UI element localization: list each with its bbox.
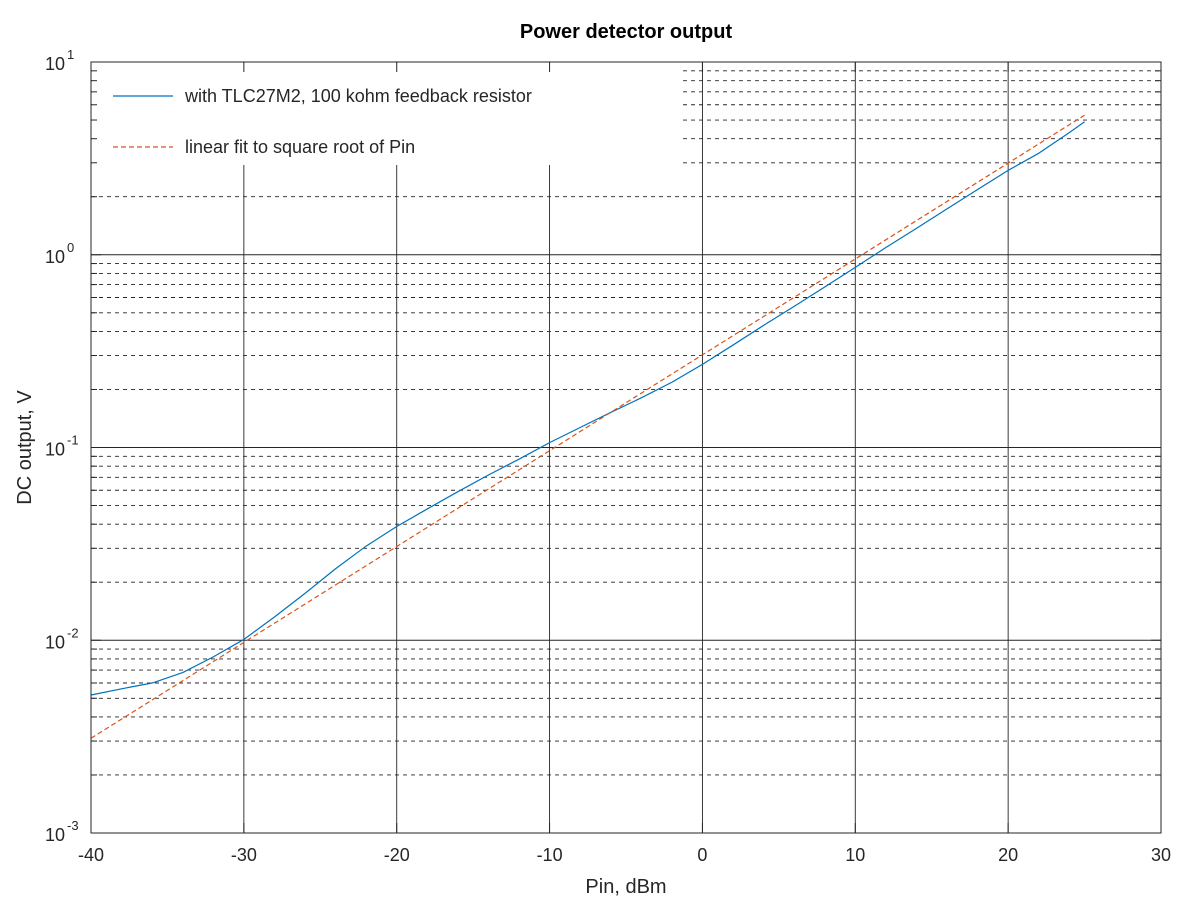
y-tick-exponent: -3 bbox=[67, 818, 79, 833]
x-tick-label: 20 bbox=[998, 845, 1018, 865]
y-tick-label: 10 bbox=[45, 54, 65, 74]
y-tick-exponent: -1 bbox=[67, 433, 79, 448]
x-tick-label: -30 bbox=[231, 845, 257, 865]
x-tick-label: -10 bbox=[537, 845, 563, 865]
y-tick-label: 10 bbox=[45, 440, 65, 460]
series-line-2 bbox=[90, 114, 1085, 739]
legend-box bbox=[92, 63, 682, 165]
x-tick-label: 0 bbox=[697, 845, 707, 865]
x-axis-label: Pin, dBm bbox=[585, 876, 666, 898]
legend-label-series-2: linear fit to square root of Pin bbox=[185, 137, 415, 157]
x-tick-label: -20 bbox=[384, 845, 410, 865]
x-tick-label: 30 bbox=[1151, 845, 1171, 865]
y-tick-exponent: 1 bbox=[67, 47, 74, 62]
legend-label-series-1: with TLC27M2, 100 kohm feedback resistor bbox=[184, 86, 532, 106]
y-tick-exponent: -2 bbox=[67, 625, 79, 640]
y-tick-label: 10 bbox=[45, 632, 65, 652]
y-tick-label: 10 bbox=[45, 247, 65, 267]
y-tick-label: 10 bbox=[45, 825, 65, 845]
y-tick-exponent: 0 bbox=[67, 240, 74, 255]
x-tick-label: 10 bbox=[845, 845, 865, 865]
series-lines bbox=[90, 114, 1085, 739]
x-tick-label: -40 bbox=[78, 845, 104, 865]
chart-title: Power detector output bbox=[520, 21, 733, 43]
series-line-1 bbox=[90, 121, 1085, 696]
legend: with TLC27M2, 100 kohm feedback resistor… bbox=[92, 63, 682, 165]
y-axis-label: DC output, V bbox=[14, 390, 36, 505]
